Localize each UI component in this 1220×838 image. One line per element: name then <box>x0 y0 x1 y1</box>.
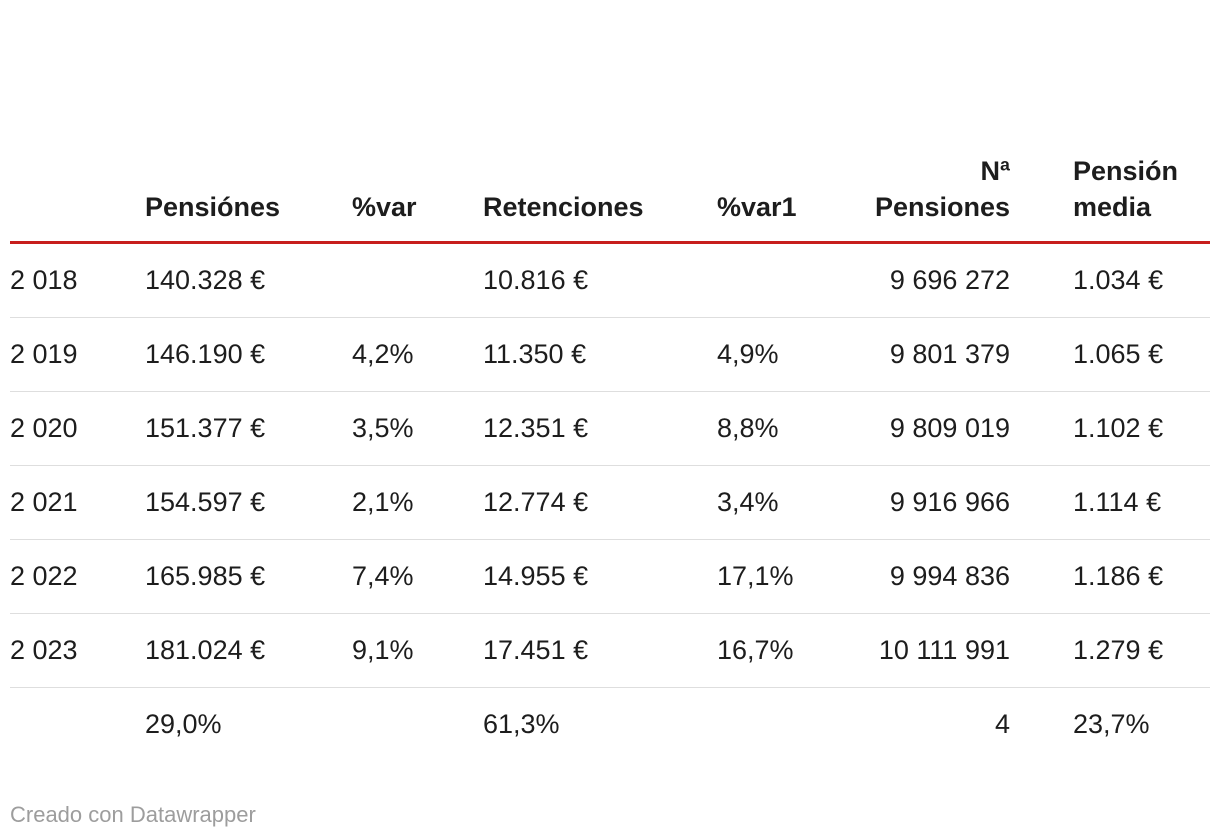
cell-retenciones: 11.350 € <box>483 317 717 392</box>
cell-year: 2 020 <box>10 391 145 466</box>
cell-num-pensiones: 10 111 991 <box>847 613 1010 688</box>
cell-retenciones: 10.816 € <box>483 265 589 295</box>
cell-num-pensiones: 9 696 272 <box>889 265 1010 295</box>
cell-var1: 8,8% <box>717 391 847 466</box>
cell-year: 2 023 <box>10 613 145 688</box>
cell-pensiones: 154.597 € <box>145 465 352 540</box>
cell-retenciones: 17.451 € <box>483 613 717 688</box>
cell-num-pensiones: 9 801 379 <box>847 317 1010 392</box>
cell-year <box>10 687 145 761</box>
column-header-num-pensiones: Nª Pensiones <box>874 156 1010 222</box>
cell-pensiones: 29,0% <box>145 687 352 761</box>
cell-year: 2 022 <box>10 539 145 614</box>
cell-var1 <box>717 243 847 318</box>
cell-pensiones: 146.190 € <box>145 317 352 392</box>
table-row-2022: 2 022 165.985 € 7,4% 14.955 € 17,1% 9 99… <box>10 539 1210 614</box>
cell-pensiones: 151.377 € <box>145 391 352 466</box>
table-row-2019: 2 019 146.190 € 4,2% 11.350 € 4,9% 9 801… <box>10 317 1210 392</box>
cell-var: 2,1% <box>352 465 483 540</box>
cell-num-pensiones: 9 916 966 <box>847 465 1010 540</box>
column-header-var: %var <box>352 192 417 222</box>
cell-var1: 17,1% <box>717 539 847 614</box>
cell-pension-media: 1.279 € <box>1010 613 1210 688</box>
cell-pension-media: 1.034 € <box>1073 265 1164 295</box>
cell-pension-media: 23,7% <box>1010 687 1210 761</box>
table-row-2023: 2 023 181.024 € 9,1% 17.451 € 16,7% 10 1… <box>10 613 1210 688</box>
cell-var1: 3,4% <box>717 465 847 540</box>
table-row-2020: 2 020 151.377 € 3,5% 12.351 € 8,8% 9 809… <box>10 391 1210 466</box>
cell-var: 3,5% <box>352 391 483 466</box>
cell-pension-media: 1.114 € <box>1010 465 1210 540</box>
cell-var1 <box>717 687 847 761</box>
column-header-pensiones: Pensiónes <box>145 192 281 222</box>
cell-var <box>352 243 483 318</box>
cell-var: 9,1% <box>352 613 483 688</box>
cell-pension-media: 1.186 € <box>1010 539 1210 614</box>
datawrapper-credit-link[interactable]: Creado con Datawrapper <box>10 802 256 827</box>
cell-num-pensiones: 4 <box>847 687 1010 761</box>
cell-num-pensiones: 9 809 019 <box>847 391 1010 466</box>
cell-var <box>352 687 483 761</box>
column-header-var1: %var1 <box>717 192 797 222</box>
pension-data-table: Pensiónes %var Retenciones %var1 Nª Pens… <box>10 153 1210 761</box>
table-header: Pensiónes %var Retenciones %var1 Nª Pens… <box>10 153 1210 243</box>
cell-year: 2 019 <box>10 317 145 392</box>
table-row-2021: 2 021 154.597 € 2,1% 12.774 € 3,4% 9 916… <box>10 465 1210 540</box>
cell-pensiones: 165.985 € <box>145 539 352 614</box>
cell-pension-media: 1.065 € <box>1010 317 1210 392</box>
cell-var1: 4,9% <box>717 317 847 392</box>
cell-pension-media: 1.102 € <box>1010 391 1210 466</box>
cell-retenciones: 61,3% <box>483 687 717 761</box>
cell-var: 4,2% <box>352 317 483 392</box>
cell-num-pensiones: 9 994 836 <box>847 539 1010 614</box>
column-header-retenciones: Retenciones <box>483 192 644 222</box>
cell-year: 2 018 <box>10 265 78 295</box>
cell-pensiones: 140.328 € <box>145 265 266 295</box>
table-header-row: Pensiónes %var Retenciones %var1 Nª Pens… <box>10 153 1210 243</box>
cell-retenciones: 12.774 € <box>483 465 717 540</box>
table-row-2018: 2 018 140.328 € 10.816 € 9 696 272 1.034… <box>10 243 1210 318</box>
table-row-summary: 29,0% 61,3% 4 23,7% <box>10 687 1210 761</box>
cell-retenciones: 12.351 € <box>483 391 717 466</box>
column-header-pension-media: Pensión media <box>1073 156 1179 222</box>
cell-pensiones: 181.024 € <box>145 613 352 688</box>
cell-var: 7,4% <box>352 539 483 614</box>
cell-var1: 16,7% <box>717 613 847 688</box>
column-header-year <box>10 153 145 243</box>
table-body: 2 018 140.328 € 10.816 € 9 696 272 1.034… <box>10 243 1210 761</box>
cell-retenciones: 14.955 € <box>483 539 717 614</box>
cell-year: 2 021 <box>10 465 145 540</box>
